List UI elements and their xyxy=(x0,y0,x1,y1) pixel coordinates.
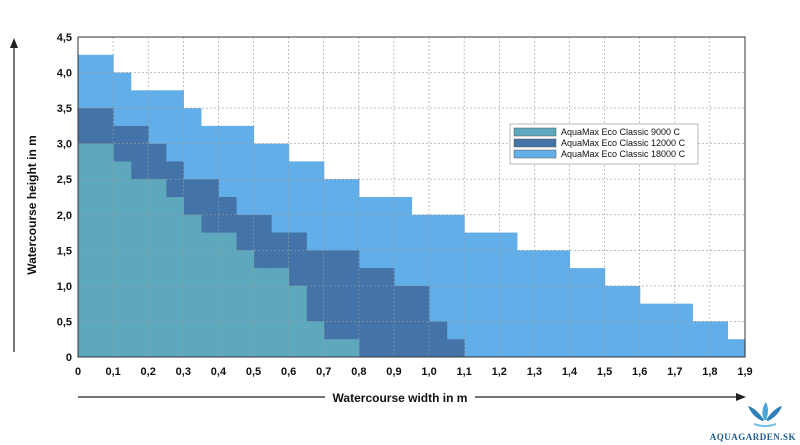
chart-axes xyxy=(10,36,746,401)
series-1-step-12 xyxy=(446,339,465,357)
x-axis-title: Watercourse width in m xyxy=(333,391,468,405)
legend-label-1: AquaMax Eco Classic 12000 C xyxy=(561,138,686,148)
x-tick-label: 1,2 xyxy=(492,366,507,378)
x-tick-labels: 0 0,1 0,2 0,3 0,4 0,5 0,6 0,7 0,8 0,9 1,0 1,1 1,2 1,3… xyxy=(75,366,753,378)
lotus-logo-icon xyxy=(704,396,794,440)
series-1-step-11 xyxy=(429,321,448,357)
x-tick-label: 1,5 xyxy=(597,366,612,378)
series-0-step-15 xyxy=(692,321,729,357)
series-0-step-12 xyxy=(569,268,606,357)
x-tick-label: 0 xyxy=(75,366,81,378)
series-2-step-8 xyxy=(288,285,307,357)
x-tick-label: 1,1 xyxy=(457,366,472,378)
series-2-step-3 xyxy=(165,197,184,357)
logo-text: AQUAGARDEN.SK xyxy=(709,432,796,442)
series-0-step-14 xyxy=(639,303,693,357)
y-axis-title: Watercourse height in m xyxy=(25,135,39,275)
x-tick-label: 1,4 xyxy=(562,366,578,378)
series-0-step-16 xyxy=(727,339,746,357)
x-tick-label: 0,2 xyxy=(141,366,156,378)
y-tick-label: 3,0 xyxy=(57,139,72,151)
x-tick-label: 0,4 xyxy=(211,366,227,378)
plot-frame xyxy=(77,36,746,358)
x-tick-label: 0,5 xyxy=(246,366,261,378)
x-tick-label: 0,9 xyxy=(386,366,401,378)
series-1-step-9 xyxy=(358,268,395,357)
x-tick-label: 1,3 xyxy=(527,366,542,378)
x-tick-label: 0,3 xyxy=(176,366,191,378)
y-tick-label: 0,5 xyxy=(57,316,72,328)
series-0-step-11 xyxy=(516,250,571,357)
x-tick-label: 0,6 xyxy=(281,366,296,378)
y-tick-label: 0 xyxy=(66,352,72,364)
x-tick-label: 1,9 xyxy=(737,366,752,378)
x-tick-label: 1,0 xyxy=(421,366,436,378)
x-tick-label: 0,1 xyxy=(105,366,120,378)
x-tick-label: 1,6 xyxy=(632,366,647,378)
x-tick-label: 1,8 xyxy=(702,366,717,378)
chart-bands xyxy=(78,54,746,358)
series-0-step-10 xyxy=(464,232,518,357)
y-tick-label: 4,5 xyxy=(57,32,72,44)
series-2-step-1 xyxy=(113,161,132,357)
x-tick-label: 0,8 xyxy=(351,366,366,378)
y-tick-label: 1,5 xyxy=(57,245,72,257)
y-tick-label: 4,0 xyxy=(57,68,72,80)
y-tick-label: 2,5 xyxy=(57,174,72,186)
legend-label-2: AquaMax Eco Classic 18000 C xyxy=(561,149,686,159)
y-tick-labels: 0 0,5 1,0 1,5 2,0 2,5 3,0 3,5 4,0 4,5 xyxy=(57,32,72,364)
legend-swatch-2 xyxy=(513,149,557,159)
x-axis-arrow-head xyxy=(736,393,746,401)
series-2-step-10 xyxy=(323,339,360,357)
y-tick-label: 3,5 xyxy=(57,103,72,115)
legend-label-0: AquaMax Eco Classic 9000 C xyxy=(561,127,681,137)
y-tick-label: 1,0 xyxy=(57,281,72,293)
y-axis-arrow-head xyxy=(10,38,18,48)
legend-swatch-1 xyxy=(513,138,557,148)
series-2-step-7 xyxy=(253,268,290,357)
x-tick-label: 0,7 xyxy=(316,366,331,378)
series-2-step-6 xyxy=(235,250,255,357)
y-tick-label: 2,0 xyxy=(57,210,72,222)
series-2-step-9 xyxy=(306,321,325,357)
series-2-step-2 xyxy=(130,179,167,357)
x-tick-label: 1,7 xyxy=(667,366,682,378)
legend-swatch-0 xyxy=(513,127,557,137)
